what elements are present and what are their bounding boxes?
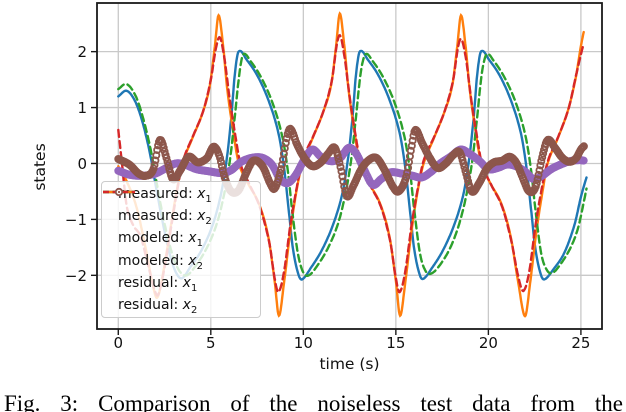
x-axis-label: time (s) xyxy=(319,355,380,373)
y-tick-label: −2 xyxy=(65,267,87,285)
x-tick-label: 0 xyxy=(114,334,124,352)
legend-sample-modeled-x2 xyxy=(103,190,135,194)
y-tick-label: −1 xyxy=(65,211,87,229)
legend-label: modeled: x2 xyxy=(118,252,203,272)
legend-label: residual: x1 xyxy=(118,274,198,294)
legend-sample-residual-x2 xyxy=(114,187,124,197)
y-tick-label: 1 xyxy=(77,99,87,117)
legend-item-residual-x1: residual: x1 xyxy=(107,187,260,295)
x-tick-label: 10 xyxy=(294,334,313,352)
x-tick-label: 15 xyxy=(386,334,405,352)
legend-item-residual-x2: residual: x2 xyxy=(107,187,260,317)
legend-label: measured: x1 xyxy=(118,185,212,205)
legend-label: measured: x2 xyxy=(118,208,212,227)
y-tick-label: 2 xyxy=(77,43,87,61)
legend-item-modeled-x1: modeled: x1 xyxy=(103,190,260,251)
x-tick-label: 5 xyxy=(206,334,216,352)
markers-residual-x2 xyxy=(114,124,588,201)
x-tick-label: 25 xyxy=(571,334,590,352)
x-tick-label: 20 xyxy=(479,334,498,352)
legend-item-modeled-x2: modeled: x2 xyxy=(103,190,260,273)
legend-label: modeled: x1 xyxy=(118,230,203,250)
legend: measured: x1 measured: x2 modeled: x1 model… xyxy=(101,181,261,318)
curve-modeled-x2 xyxy=(117,33,585,297)
y-axis-label: states xyxy=(31,143,49,191)
y-tick-label: 0 xyxy=(77,155,87,173)
legend-label: residual: x2 xyxy=(118,297,198,317)
figure-caption: Fig. 3: Comparison of the noiseless test… xyxy=(4,391,623,412)
legend-item-measured-x2: measured: x2 xyxy=(103,190,260,228)
